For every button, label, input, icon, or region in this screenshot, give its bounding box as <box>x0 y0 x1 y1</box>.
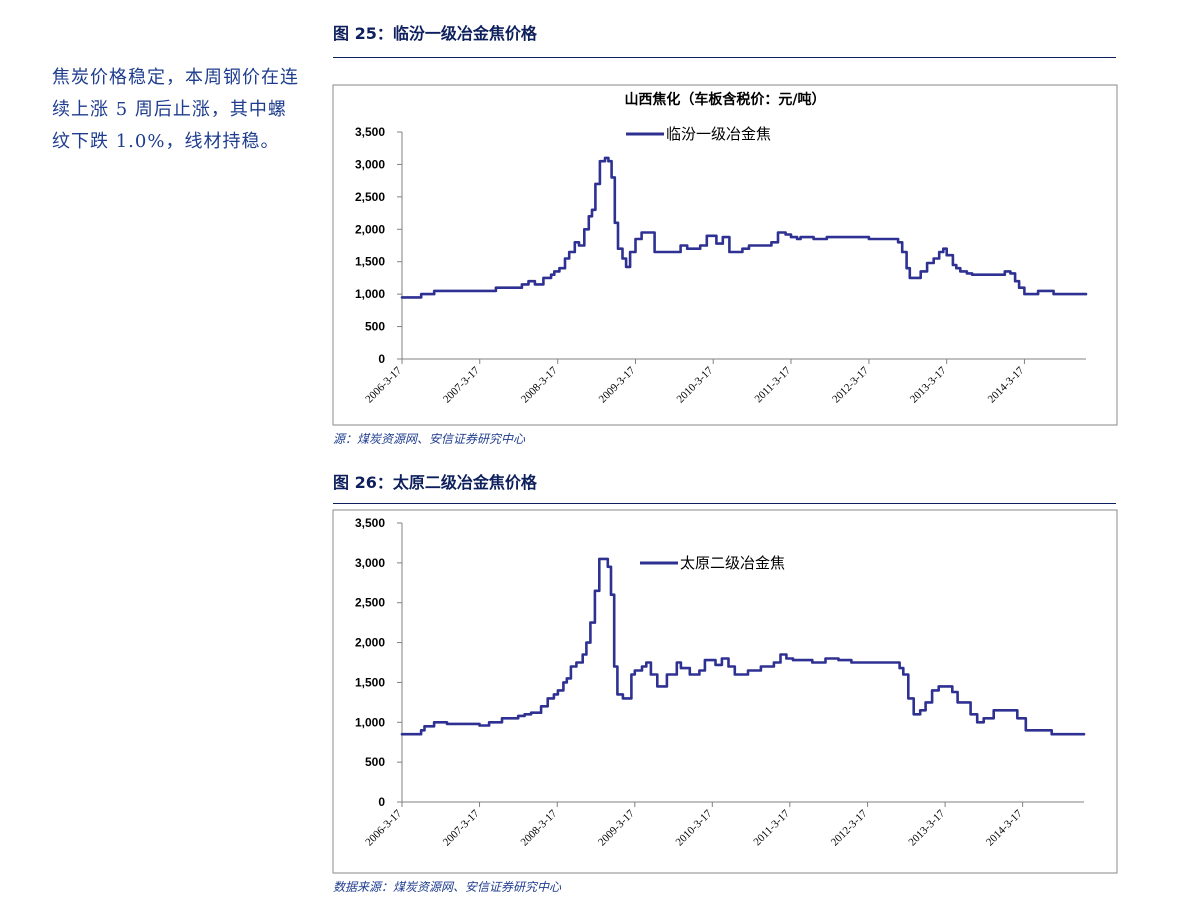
y-tick-label: 3,500 <box>355 516 385 530</box>
figure-25-title: 图 25：临汾一级冶金焦价格 <box>333 24 537 43</box>
y-tick-label: 1,500 <box>355 255 385 269</box>
y-tick-label: 2,500 <box>355 596 385 610</box>
y-tick-label: 500 <box>365 320 385 334</box>
series-line <box>400 557 1086 736</box>
figure-26-rule <box>333 503 1116 504</box>
y-tick-label: 500 <box>365 755 385 769</box>
y-tick-label: 3,500 <box>355 125 385 139</box>
y-tick-label: 3,000 <box>355 556 385 570</box>
y-tick-label: 1,000 <box>355 287 385 301</box>
figure-26-title: 图 26：太原二级冶金焦价格 <box>333 473 537 492</box>
chart-title: 山西焦化（车板含税价：元/吨） <box>624 91 825 108</box>
figure-25-source: 源：煤炭资源网、安信证券研究中心 <box>333 432 526 446</box>
y-tick-label: 1,000 <box>355 715 385 729</box>
chart-frame <box>332 509 1118 874</box>
y-tick-label: 0 <box>378 352 385 366</box>
y-tick-label: 2,500 <box>355 190 385 204</box>
chart-figure-25: 山西焦化（车板含税价：元/吨） 0 500 1,000 1,500 2,000 2,500 3… <box>332 84 1118 426</box>
y-tick-label: 2,000 <box>355 636 385 650</box>
series-line <box>400 156 1088 299</box>
legend-label: 太原二级冶金焦 <box>680 554 785 572</box>
sidebar-commentary: 焦炭价格稳定，本周钢价在连续上涨 5 周后止涨，其中螺纹下跌 1.0%，线材持稳… <box>52 67 299 152</box>
y-tick-label: 0 <box>378 795 385 809</box>
y-tick-label: 3,000 <box>355 157 385 171</box>
chart-frame <box>332 84 1118 426</box>
figure-26-source: 数据来源：煤炭资源网、安信证券研究中心 <box>333 880 562 894</box>
figure-25-rule <box>333 57 1116 58</box>
legend-label: 临汾一级冶金焦 <box>666 125 771 143</box>
chart-figure-26: 05001,0001,5002,0002,5003,0003,5002006-3… <box>332 509 1118 874</box>
y-tick-label: 2,000 <box>355 222 385 236</box>
y-tick-label: 1,500 <box>355 675 385 689</box>
